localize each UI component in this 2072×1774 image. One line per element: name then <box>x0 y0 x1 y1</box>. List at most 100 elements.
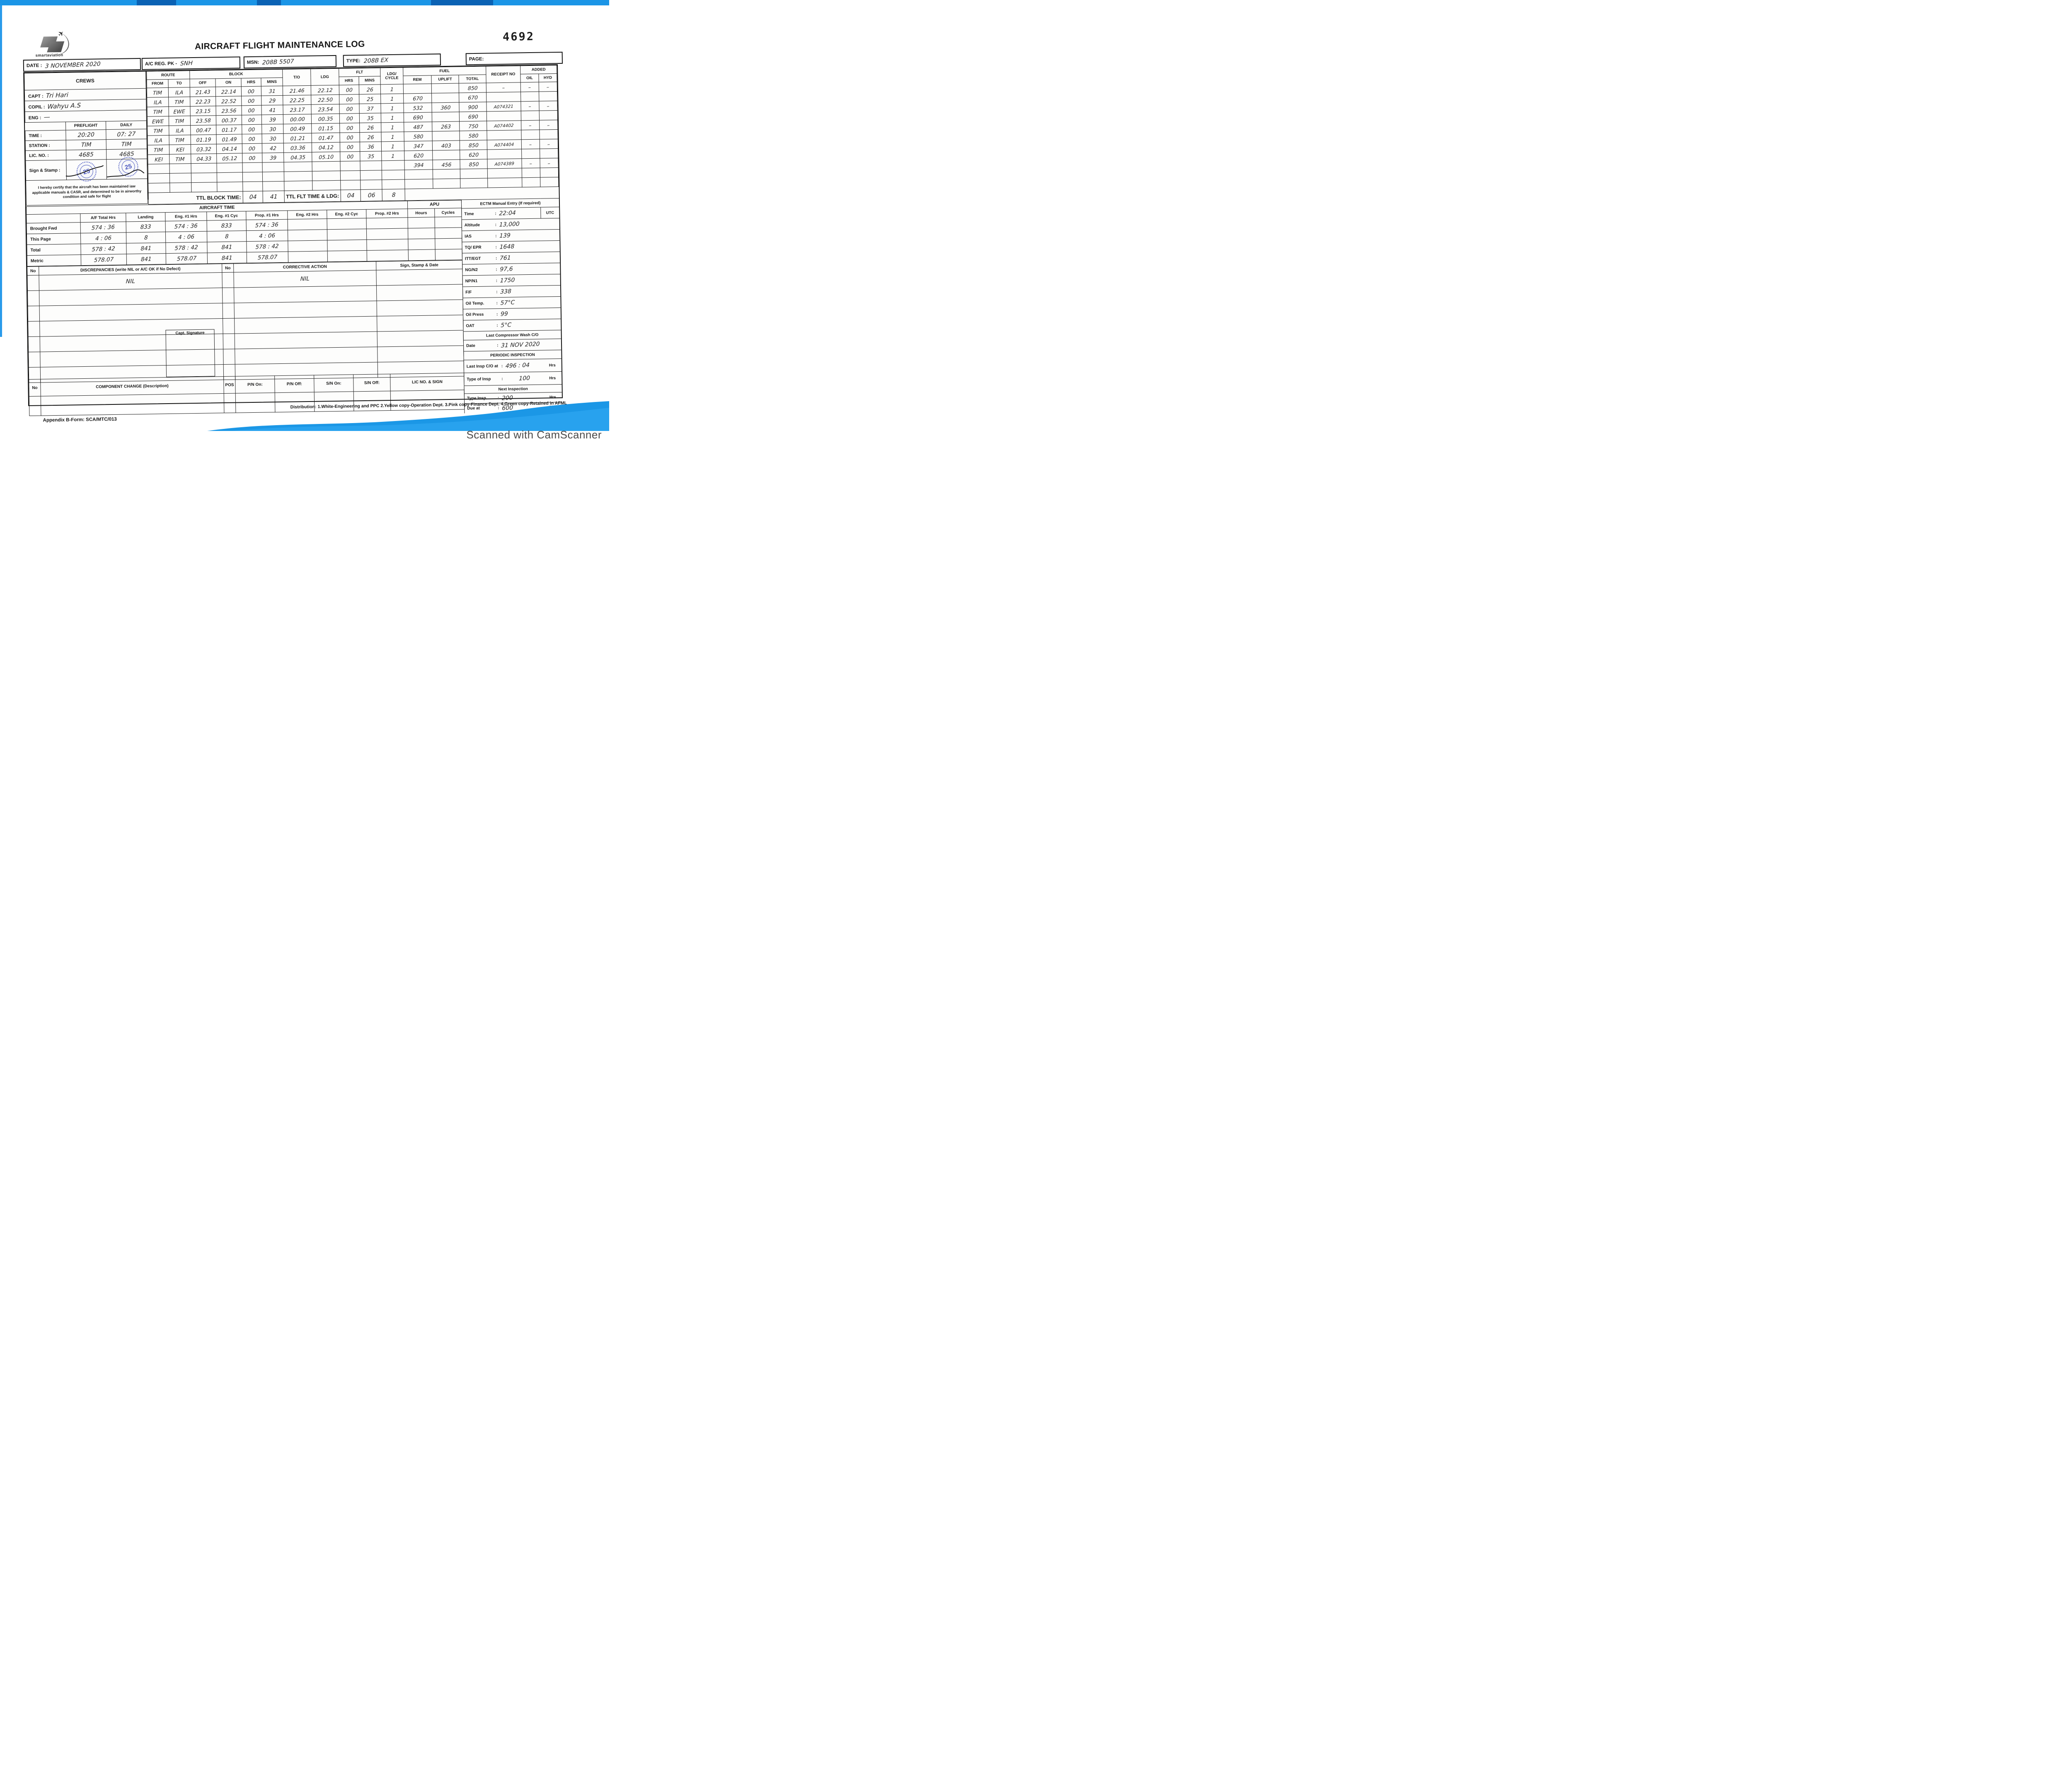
ectm-label: TQ/ EPR <box>465 245 482 250</box>
cell <box>539 129 558 140</box>
cell: 01.47 <box>311 133 340 143</box>
cell: 22.50 <box>311 94 339 105</box>
cell: 31 <box>261 86 283 96</box>
cell-empty <box>288 251 328 263</box>
colon: : <box>495 244 497 249</box>
colon: : <box>496 312 498 317</box>
cell <box>431 83 459 94</box>
logo-text: smartaviation <box>35 53 63 58</box>
cell-empty <box>28 321 40 337</box>
discrepancies-section: No DISCREPANCIES (write NIL or A/C OK if… <box>27 260 464 383</box>
cell: 35 <box>359 113 381 123</box>
cell: 23.17 <box>283 104 312 115</box>
cell-empty <box>191 182 217 192</box>
cell: 394 <box>404 160 433 170</box>
cell-empty <box>288 218 327 230</box>
ectm-row: NP/N1:1750 <box>462 274 560 287</box>
cell: 578.07 <box>81 254 127 266</box>
cell: – <box>539 101 558 111</box>
cell: A074321 <box>486 101 521 112</box>
cell-empty <box>27 290 40 306</box>
cell-empty <box>28 352 41 368</box>
smartaviation-logo: ✈ smartaviation <box>34 27 85 58</box>
capt-signature-box: Capt. Signature <box>165 329 215 378</box>
station-daily: TIM <box>106 139 147 150</box>
cell: 580 <box>459 131 487 141</box>
cell-empty <box>242 172 263 182</box>
cell: 578.07 <box>247 252 288 263</box>
cell: 04.14 <box>216 143 242 154</box>
cell-empty <box>376 299 463 317</box>
cell <box>487 149 522 160</box>
cell: – <box>486 82 521 93</box>
date-box: DATE : 3 NOVEMBER 2020 <box>23 58 141 72</box>
cell: – <box>520 101 540 111</box>
at-header: Prop. #2 Hrs <box>366 208 408 218</box>
ectm-value: 22:04 <box>499 210 516 217</box>
aircraft-time-table: AIRCRAFT TIME APU A/F Total Hrs Landing … <box>26 200 462 266</box>
cell-empty <box>169 173 191 183</box>
ectm-label: Time <box>464 211 474 216</box>
ectm-unit: UTC <box>540 207 559 218</box>
uplift-header: UPLIFT <box>431 75 459 84</box>
signature-squiggle <box>65 165 104 177</box>
ectm-value: 139 <box>499 232 511 240</box>
cell: 532 <box>403 103 432 113</box>
cell: 03.32 <box>191 144 217 154</box>
cell: 841 <box>207 241 247 253</box>
cell: 670 <box>459 92 487 103</box>
cell <box>487 130 522 140</box>
scan-artifact <box>137 0 176 5</box>
colon: : <box>495 233 497 238</box>
lic-preflight: 4685 <box>66 149 107 160</box>
cell-empty <box>377 330 464 347</box>
cell-empty <box>262 172 284 182</box>
at-header: Eng. #1 Hrs <box>165 212 207 221</box>
page-title: AIRCRAFT FLIGHT MAINTENANCE LOG <box>194 39 365 51</box>
hyd-header: HYD <box>538 73 557 82</box>
cell: 03.36 <box>283 143 312 153</box>
cell: – <box>521 158 540 168</box>
cell-empty <box>234 316 378 334</box>
cell: 1 <box>381 151 404 161</box>
at-header: Prop. #1 Hrs <box>246 211 288 220</box>
cell <box>191 163 217 173</box>
cell-empty <box>433 179 460 189</box>
cell-empty <box>284 171 312 182</box>
cell-empty <box>522 168 540 178</box>
added-header: ADDED <box>520 65 557 74</box>
cell: 670 <box>403 93 432 104</box>
cell: – <box>540 158 559 168</box>
cell-empty <box>487 168 522 179</box>
cell: 574 : 36 <box>165 220 207 232</box>
cell: 578 : 42 <box>80 243 127 255</box>
date-label: DATE : <box>26 63 42 68</box>
cell <box>312 161 341 172</box>
scan-artifact <box>431 0 493 5</box>
cell: A074404 <box>487 139 522 150</box>
cell-empty <box>284 181 312 191</box>
cell <box>432 150 460 160</box>
at-header: Landing <box>126 212 166 222</box>
cell-empty <box>327 218 367 230</box>
colon: : <box>496 267 497 272</box>
cell: 30 <box>261 124 283 134</box>
ttl-ldg: 8 <box>382 189 405 201</box>
cell-empty <box>382 179 405 189</box>
colon: : <box>496 300 498 305</box>
cell-empty <box>376 284 463 301</box>
cell: ILA <box>168 87 190 97</box>
disc-no-header: No <box>27 266 39 276</box>
cell: 25 <box>359 94 381 104</box>
cell: 22.12 <box>311 85 339 95</box>
cell: – <box>521 120 540 130</box>
hrs-unit: Hrs <box>549 363 556 368</box>
mins-header: MINS <box>261 77 283 87</box>
cell: 01.17 <box>216 124 242 135</box>
cell: 04.12 <box>312 142 340 152</box>
cell: 850 <box>460 159 488 169</box>
cell-empty <box>223 349 235 365</box>
cell-empty <box>28 336 40 352</box>
colon: : <box>495 222 497 227</box>
cell <box>381 160 405 170</box>
